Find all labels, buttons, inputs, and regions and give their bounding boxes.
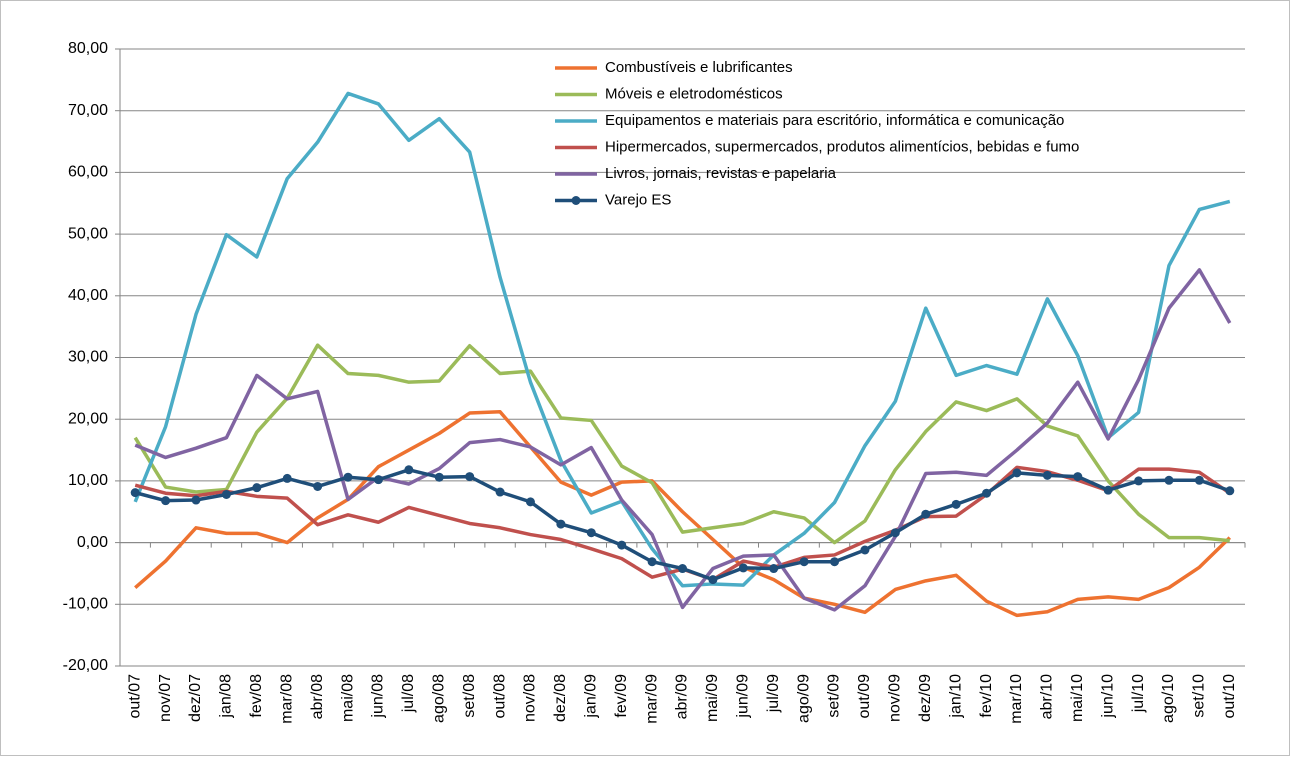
y-tick-label: -10,00 [63,596,108,613]
x-tick-label: jun/10 [1099,674,1116,719]
point-marker [1225,486,1235,496]
point-marker [890,528,900,538]
point-marker [769,564,779,574]
series-line [134,410,1232,618]
x-tick-label: nov/07 [157,674,174,722]
point-marker [161,496,171,506]
x-tick-label: mar/10 [1008,674,1025,724]
x-tick-label: set/10 [1191,674,1208,718]
x-tick-label: jan/08 [218,674,235,719]
x-tick-label: ago/09 [795,674,812,723]
x-tick-label: fev/10 [978,674,995,718]
x-tick-label: abr/09 [674,674,691,719]
point-marker [830,557,840,567]
legend-label: Equipamentos e materiais para escritório… [605,112,1064,129]
point-marker [252,483,262,493]
point-marker [799,557,809,567]
point-marker [525,497,535,507]
point-marker [282,473,292,483]
point-marker [1073,472,1083,482]
legend-label: Varejo ES [605,191,671,208]
x-tick-label: jul/10 [1130,674,1147,713]
x-tick-label: mai/09 [704,674,721,722]
point-marker [860,545,870,555]
y-tick-label: 0,00 [77,534,108,551]
point-marker [617,540,627,550]
point-marker [1194,475,1204,485]
point-marker [951,499,961,509]
y-tick-label: 70,00 [68,102,108,119]
x-tick-label: ago/08 [430,674,447,723]
point-marker [343,472,353,482]
point-marker [921,509,931,519]
point-marker [130,488,140,498]
x-tick-label: out/08 [491,674,508,719]
point-marker [982,488,992,498]
x-tick-label: out/07 [126,674,143,719]
legend-label: Móveis e eletrodomésticos [605,85,783,102]
y-tick-label: 40,00 [68,287,108,304]
x-tick-label: set/09 [826,674,843,718]
point-marker [313,481,323,491]
x-tick-label: jun/08 [370,674,387,719]
x-tick-label: jul/09 [765,674,782,713]
x-tick-label: nov/08 [522,674,539,722]
point-marker [221,489,231,499]
x-tick-label: abr/08 [309,674,326,719]
point-marker [495,487,505,497]
x-tick-label: set/08 [461,674,478,718]
point-marker [556,519,566,529]
y-tick-label: 20,00 [68,410,108,427]
x-tick-label: abr/10 [1039,674,1056,719]
y-tick-label: 10,00 [68,472,108,489]
point-marker [738,563,748,573]
x-tick-label: jun/09 [735,674,752,719]
point-marker [404,465,414,475]
x-tick-label: dez/09 [917,674,934,722]
point-marker [1012,468,1022,478]
series-line [134,268,1232,612]
y-tick-label: 60,00 [68,164,108,181]
y-tick-label: 50,00 [68,225,108,242]
y-tick-label: -20,00 [63,657,108,674]
series-line [133,91,1231,588]
point-marker [1134,476,1144,486]
x-tick-label: mar/08 [278,674,295,724]
y-tick-label: 30,00 [68,349,108,366]
point-marker [1103,485,1113,495]
point-marker [1164,475,1174,485]
x-tick-label: dez/07 [187,674,204,722]
point-marker [465,472,475,482]
point-marker [1042,470,1052,480]
x-tick-label: mai/08 [339,674,356,722]
point-marker [434,472,444,482]
x-tick-label: jul/08 [400,674,417,713]
legend-label: Combustíveis e lubrificantes [605,59,793,76]
point-marker [191,495,201,505]
x-tick-label: jan/10 [947,674,964,719]
x-tick-label: jan/09 [583,674,600,719]
legend-marker [571,196,581,205]
x-tick-label: out/10 [1221,674,1238,719]
point-marker [373,475,383,485]
legend-label: Hipermercados, supermercados, produtos a… [605,138,1079,155]
x-tick-label: ago/10 [1160,674,1177,723]
x-tick-label: mai/10 [1069,674,1086,722]
point-marker [586,528,596,538]
x-tick-label: fev/09 [613,674,630,718]
x-tick-label: out/09 [856,674,873,719]
x-tick-label: fev/08 [248,674,265,718]
point-marker [678,564,687,574]
y-tick-label: 80,00 [68,40,108,57]
x-tick-label: mar/09 [643,674,660,724]
series-line [133,343,1230,545]
legend-label: Livros, jornais, revistas e papelaria [605,165,837,182]
x-tick-label: nov/09 [887,674,904,722]
point-marker [647,557,657,567]
point-marker [708,575,718,585]
x-tick-label: dez/08 [552,674,569,722]
